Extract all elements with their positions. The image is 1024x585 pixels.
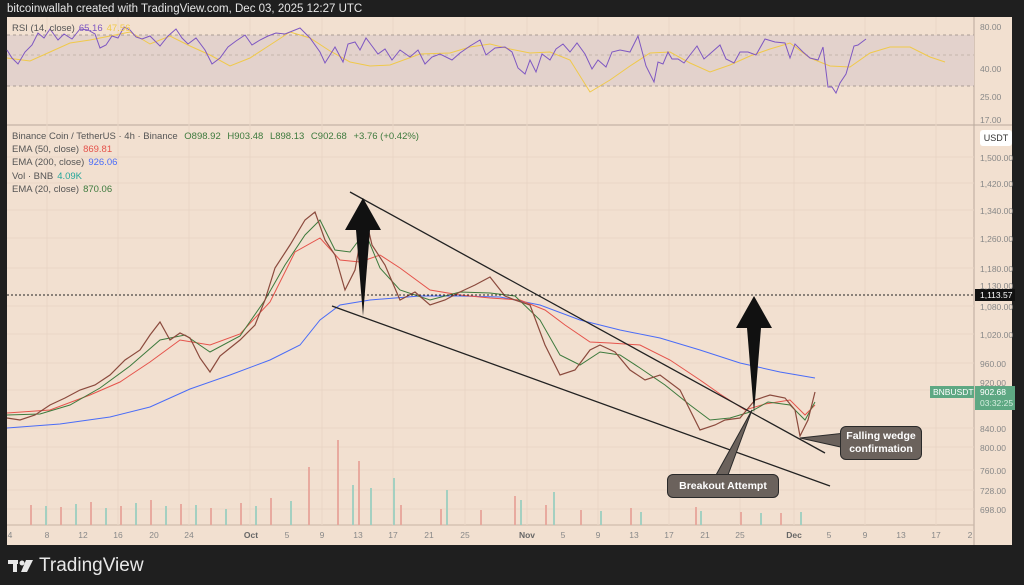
rsi-ma-value: 47.56 — [106, 23, 131, 34]
horizontal-line-label[interactable]: 1,113.57 — [980, 290, 1013, 300]
time-tick: 17 — [931, 530, 941, 540]
price-tick: 960.00 — [980, 359, 1006, 369]
time-tick: 13 — [353, 530, 363, 540]
price-tick: 800.00 — [980, 443, 1006, 453]
price-tick: 1,340.00 — [980, 206, 1014, 216]
indicator-ema200: EMA (200, close) 926.06 — [12, 156, 423, 169]
bar-countdown: 03:32:25 — [980, 398, 1014, 408]
ohlc-close: C902.68 — [310, 131, 347, 142]
time-tick: 20 — [149, 530, 159, 540]
time-tick: 21 — [424, 530, 434, 540]
time-tick: 25 — [460, 530, 470, 540]
symbol-tag: BNBUSDT — [933, 387, 974, 397]
time-tick: 4 — [7, 530, 13, 540]
indicator-label: EMA (200, close) — [12, 157, 85, 169]
time-tick: 5 — [284, 530, 290, 540]
tradingview-logo[interactable]: TradingView — [8, 555, 144, 577]
indicator-value: 869.81 — [83, 144, 113, 156]
callout-line-2: confirmation — [849, 443, 913, 455]
time-tick: 8 — [44, 530, 50, 540]
time-tick: 9 — [595, 530, 601, 540]
price-tick: 1,130.00 — [980, 281, 1014, 291]
chart-caption: bitcoinwallah created with TradingView.c… — [7, 3, 363, 15]
price-tick: 760.00 — [980, 466, 1006, 476]
time-tick: 13 — [896, 530, 906, 540]
indicator-value: 4.09K — [57, 170, 83, 182]
ohlc-change: +3.76 (+0.42%) — [353, 131, 419, 142]
ohlc-low: L898.13 — [269, 131, 305, 142]
main-legend[interactable]: Binance Coin / TetherUS · 4h · Binance O… — [12, 130, 423, 196]
currency-button[interactable]: USDT — [980, 130, 1012, 146]
price-tick: 840.00 — [980, 424, 1006, 434]
rsi-tick-17: 17.00 — [980, 115, 1002, 125]
rsi-tick-40: 40.00 — [980, 64, 1002, 74]
price-tick: 1,080.00 — [980, 302, 1014, 312]
time-tick: 5 — [826, 530, 832, 540]
indicator-volume: Vol · BNB 4.09K — [12, 170, 423, 183]
rsi-tick-25: 25.00 — [980, 92, 1002, 102]
price-tick: 1,260.00 — [980, 234, 1014, 244]
time-tick: 16 — [113, 530, 123, 540]
price-tick: 1,420.00 — [980, 179, 1014, 189]
price-tick: 1,020.00 — [980, 330, 1014, 340]
time-tick: 12 — [78, 530, 88, 540]
time-tick: 17 — [388, 530, 398, 540]
logo-text: TradingView — [39, 555, 144, 576]
time-tick: 21 — [700, 530, 710, 540]
rsi-legend[interactable]: RSI (14, close) 65.16 47.56 — [12, 22, 134, 35]
indicator-value: 870.06 — [83, 183, 113, 195]
time-tick: 2 — [967, 530, 973, 540]
indicator-ema20: EMA (20, close) 870.06 — [12, 183, 423, 196]
price-tick: 728.00 — [980, 486, 1006, 496]
time-tick: 13 — [629, 530, 639, 540]
time-tick: 9 — [319, 530, 325, 540]
rsi-label: RSI (14, close) — [12, 23, 75, 34]
falling-wedge-callout[interactable]: Falling wedge confirmation — [840, 426, 922, 460]
ohlc-high: H903.48 — [227, 131, 264, 142]
callout-line-1: Falling wedge — [846, 430, 916, 442]
price-tick: 920.00 — [980, 378, 1006, 388]
tradingview-logo-icon — [8, 560, 33, 572]
rsi-tick-80: 80.00 — [980, 22, 1002, 32]
breakout-attempt-callout[interactable]: Breakout Attempt — [667, 474, 779, 498]
time-tick-month: Nov — [518, 530, 536, 540]
indicator-value: 926.06 — [88, 157, 118, 169]
time-tick: 17 — [664, 530, 674, 540]
indicator-label: EMA (20, close) — [12, 183, 80, 195]
indicator-ema50: EMA (50, close) 869.81 — [12, 143, 423, 156]
indicator-label: Vol · BNB — [12, 170, 54, 182]
time-tick: 24 — [184, 530, 194, 540]
price-tick: 1,180.00 — [980, 264, 1014, 274]
price-tick: 698.00 — [980, 505, 1006, 515]
symbol-title: Binance Coin / TetherUS · 4h · Binance — [12, 131, 178, 142]
time-tick: 5 — [560, 530, 566, 540]
indicator-label: EMA (50, close) — [12, 144, 80, 156]
time-tick-month: Oct — [243, 530, 259, 540]
ohlc-open: O898.92 — [184, 131, 221, 142]
last-price-label: 902.68 — [980, 387, 1006, 397]
time-tick: 25 — [735, 530, 745, 540]
rsi-value: 65.16 — [78, 23, 103, 34]
price-tick: 1,500.00 — [980, 153, 1014, 163]
time-tick-month: Dec — [786, 530, 802, 540]
symbol-line: Binance Coin / TetherUS · 4h · Binance O… — [12, 130, 423, 143]
time-tick: 9 — [862, 530, 868, 540]
